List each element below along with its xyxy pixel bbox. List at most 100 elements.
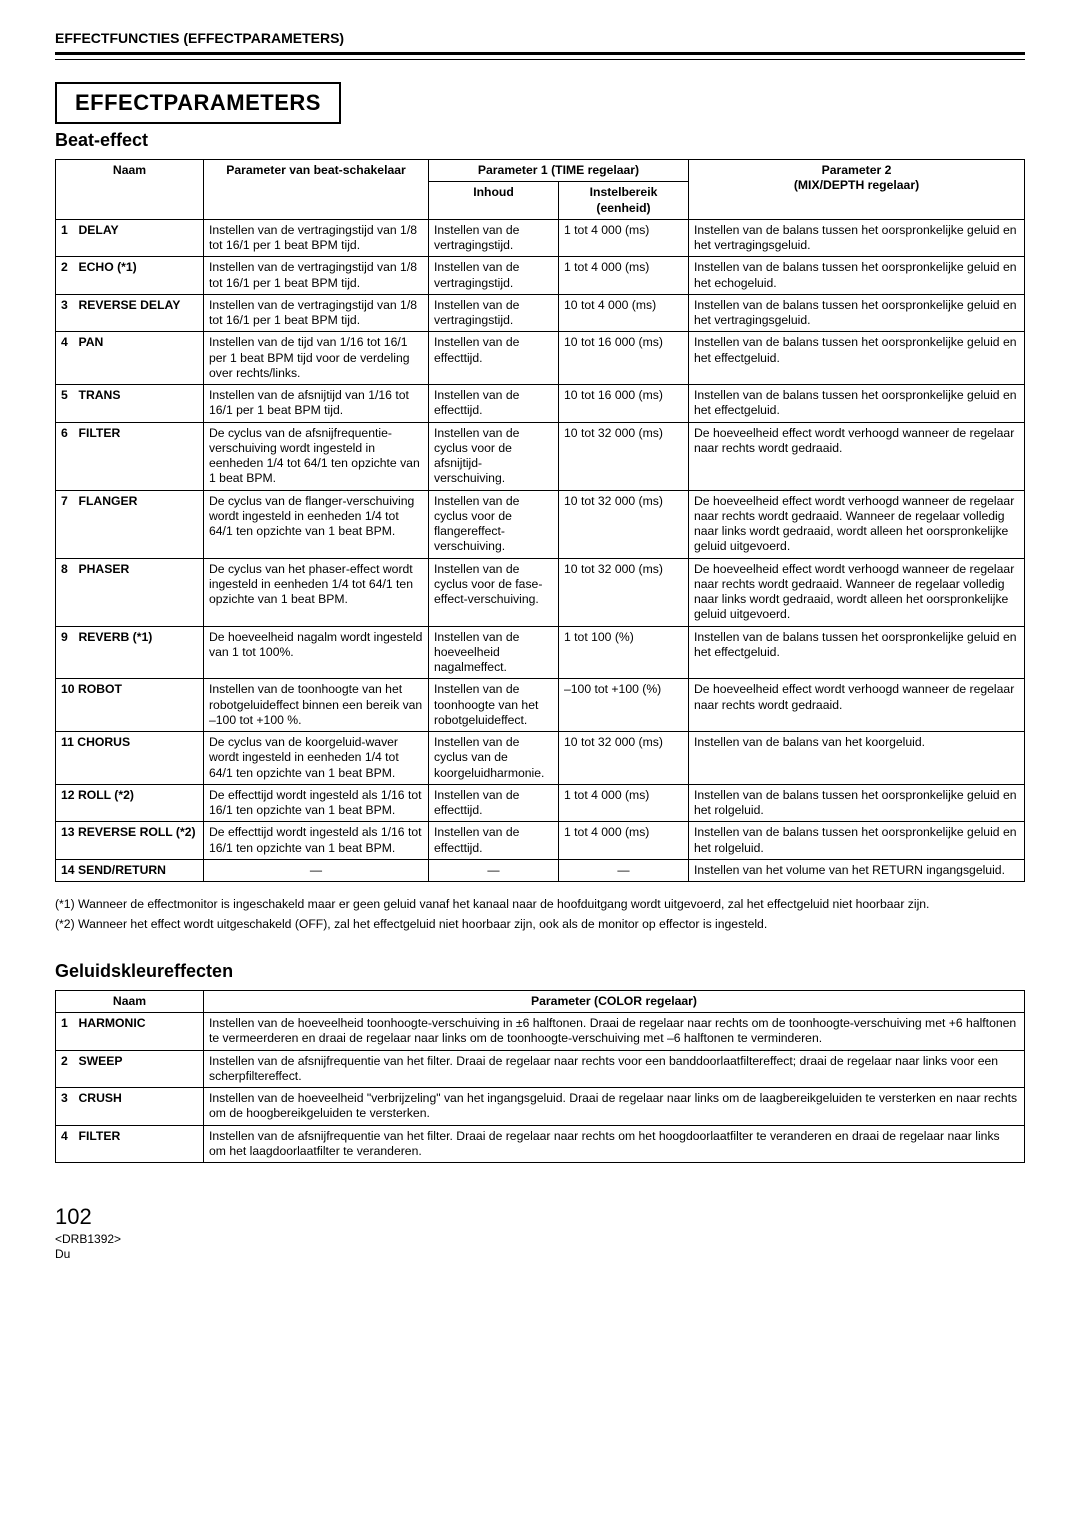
table-row: 8PHASERDe cyclus van het phaser-effect w… <box>56 558 1025 626</box>
cell-beat: Instellen van de toonhoogte van het robo… <box>204 679 429 732</box>
cell-param2: Instellen van de balans van het koorgelu… <box>689 732 1025 785</box>
cell-inhoud: Instellen van de vertragingstijd. <box>429 257 559 295</box>
cell-num: 4 <box>56 1125 74 1163</box>
color-effect-table: Naam Parameter (COLOR regelaar) 1HARMONI… <box>55 990 1025 1163</box>
cell-name: HARMONIC <box>74 1013 204 1051</box>
cell-param: Instellen van de afsnijfrequentie van he… <box>204 1125 1025 1163</box>
cell-name: SWEEP <box>74 1050 204 1088</box>
th-naam: Naam <box>56 160 204 220</box>
cell-range: 10 tot 4 000 (ms) <box>559 294 689 332</box>
cell-num: 3 <box>56 1088 74 1126</box>
th-range: Instelbereik (eenheid) <box>559 182 689 220</box>
cell-name: FLANGER <box>74 490 204 558</box>
table-row: 2ECHO (*1)Instellen van de vertragingsti… <box>56 257 1025 295</box>
cell-inhoud: Instellen van de toonhoogte van het robo… <box>429 679 559 732</box>
table-row: 6FILTERDe cyclus van de afsnijfrequentie… <box>56 422 1025 490</box>
footnote-1: (*1) Wanneer de effectmonitor is ingesch… <box>55 896 1025 912</box>
table-row: 2SWEEPInstellen van de afsnijfrequentie … <box>56 1050 1025 1088</box>
cell-range: 1 tot 4 000 (ms) <box>559 219 689 257</box>
table-row: 5TRANSInstellen van de afsnijtijd van 1/… <box>56 385 1025 423</box>
cell-beat: De cyclus van de afsnijfrequentie-versch… <box>204 422 429 490</box>
table-row: 4FILTERInstellen van de afsnijfrequentie… <box>56 1125 1025 1163</box>
cell-range: 1 tot 4 000 (ms) <box>559 257 689 295</box>
cell-num: 7 <box>56 490 74 558</box>
beat-effect-table: Naam Parameter van beat-schakelaar Param… <box>55 159 1025 882</box>
table-row: 13 REVERSE ROLL (*2)De effecttijd wordt … <box>56 822 1025 860</box>
cell-inhoud: Instellen van de cyclus van de koorgelui… <box>429 732 559 785</box>
cell-range: 10 tot 16 000 (ms) <box>559 385 689 423</box>
cell-range: 10 tot 32 000 (ms) <box>559 490 689 558</box>
cell-beat: Instellen van de afsnijtijd van 1/16 tot… <box>204 385 429 423</box>
cell-param2: Instellen van de balans tussen het oorsp… <box>689 385 1025 423</box>
header-rule-thick <box>55 52 1025 55</box>
cell-num: 9 <box>56 626 74 679</box>
cell-beat: De cyclus van de flanger-verschuiving wo… <box>204 490 429 558</box>
cell-range: 1 tot 100 (%) <box>559 626 689 679</box>
th-inhoud: Inhoud <box>429 182 559 220</box>
table-row: 11 CHORUSDe cyclus van de koorgeluid-wav… <box>56 732 1025 785</box>
cell-num: 1 <box>56 1013 74 1051</box>
table-row: 7FLANGERDe cyclus van de flanger-verschu… <box>56 490 1025 558</box>
cell-range: 10 tot 32 000 (ms) <box>559 558 689 626</box>
cell-beat: De cyclus van de koorgeluid-waver wordt … <box>204 732 429 785</box>
table-row: 12 ROLL (*2)De effecttijd wordt ingestel… <box>56 784 1025 822</box>
cell-param: Instellen van de hoeveelheid "verbrijzel… <box>204 1088 1025 1126</box>
table-row: 3REVERSE DELAY Instellen van de vertragin… <box>56 294 1025 332</box>
cell-param2: De hoeveelheid effect wordt verhoogd wan… <box>689 422 1025 490</box>
table-row: 14 SEND/RETURN———Instellen van het volum… <box>56 859 1025 881</box>
cell-name: REVERB (*1) <box>74 626 204 679</box>
cell-param: Instellen van de afsnijfrequentie van he… <box>204 1050 1025 1088</box>
cell-num: 2 <box>56 1050 74 1088</box>
th-color-param: Parameter (COLOR regelaar) <box>204 990 1025 1012</box>
cell-range: — <box>559 859 689 881</box>
th-beat: Parameter van beat-schakelaar <box>204 160 429 220</box>
cell-range: 10 tot 32 000 (ms) <box>559 732 689 785</box>
cell-name: FILTER <box>74 422 204 490</box>
th-param1: Parameter 1 (TIME regelaar) <box>429 160 689 182</box>
table-row: 9REVERB (*1)De hoeveelheid nagalm wordt … <box>56 626 1025 679</box>
cell-beat: — <box>204 859 429 881</box>
cell-range: –100 tot +100 (%) <box>559 679 689 732</box>
table-row: 3CRUSHInstellen van de hoeveelheid "verb… <box>56 1088 1025 1126</box>
cell-param: Instellen van de hoeveelheid toonhoogte-… <box>204 1013 1025 1051</box>
cell-num: 3 <box>56 294 74 332</box>
cell-range: 1 tot 4 000 (ms) <box>559 784 689 822</box>
th-param2: Parameter 2 (MIX/DEPTH regelaar) <box>689 160 1025 220</box>
color-effect-title: Geluidskleureffecten <box>55 961 1025 982</box>
cell-num: 5 <box>56 385 74 423</box>
cell-num: 6 <box>56 422 74 490</box>
cell-param2: Instellen van de balans tussen het oorsp… <box>689 219 1025 257</box>
cell-name: TRANS <box>74 385 204 423</box>
cell-name: CRUSH <box>74 1088 204 1126</box>
cell-num: 4 <box>56 332 74 385</box>
cell-param2: Instellen van de balans tussen het oorsp… <box>689 294 1025 332</box>
cell-beat: De cyclus van het phaser-effect wordt in… <box>204 558 429 626</box>
cell-param2: Instellen van de balans tussen het oorsp… <box>689 257 1025 295</box>
th-color-naam: Naam <box>56 990 204 1012</box>
cell-beat: Instellen van de vertragingstijd van 1/8… <box>204 257 429 295</box>
cell-inhoud: Instellen van de vertragingstijd. <box>429 219 559 257</box>
header-rule-thin <box>55 59 1025 60</box>
cell-inhoud: Instellen van de vertragingstijd. <box>429 294 559 332</box>
cell-name: PHASER <box>74 558 204 626</box>
cell-beat: Instellen van de tijd van 1/16 tot 16/1 … <box>204 332 429 385</box>
cell-name: 12 ROLL (*2) <box>56 784 204 822</box>
cell-name: 11 CHORUS <box>56 732 204 785</box>
cell-inhoud: Instellen van de effecttijd. <box>429 385 559 423</box>
cell-param2: Instellen van de balans tussen het oorsp… <box>689 822 1025 860</box>
cell-range: 1 tot 4 000 (ms) <box>559 822 689 860</box>
footer: 102 <DRB1392> Du <box>55 1203 1025 1263</box>
cell-inhoud: Instellen van de cyclus voor de fase-eff… <box>429 558 559 626</box>
table-row: 1DELAYInstellen van de vertragingstijd v… <box>56 219 1025 257</box>
cell-name: 10 ROBOT <box>56 679 204 732</box>
cell-inhoud: Instellen van de cyclus voor de flangere… <box>429 490 559 558</box>
cell-param2: Instellen van de balans tussen het oorsp… <box>689 332 1025 385</box>
footer-lang: Du <box>55 1247 70 1261</box>
beat-effect-title: Beat-effect <box>55 130 1025 151</box>
cell-beat: De hoeveelheid nagalm wordt ingesteld va… <box>204 626 429 679</box>
cell-param2: De hoeveelheid effect wordt verhoogd wan… <box>689 558 1025 626</box>
cell-beat: De effecttijd wordt ingesteld als 1/16 t… <box>204 784 429 822</box>
cell-beat: De effecttijd wordt ingesteld als 1/16 t… <box>204 822 429 860</box>
cell-num: 8 <box>56 558 74 626</box>
cell-name: REVERSE DELAY <box>74 294 204 332</box>
